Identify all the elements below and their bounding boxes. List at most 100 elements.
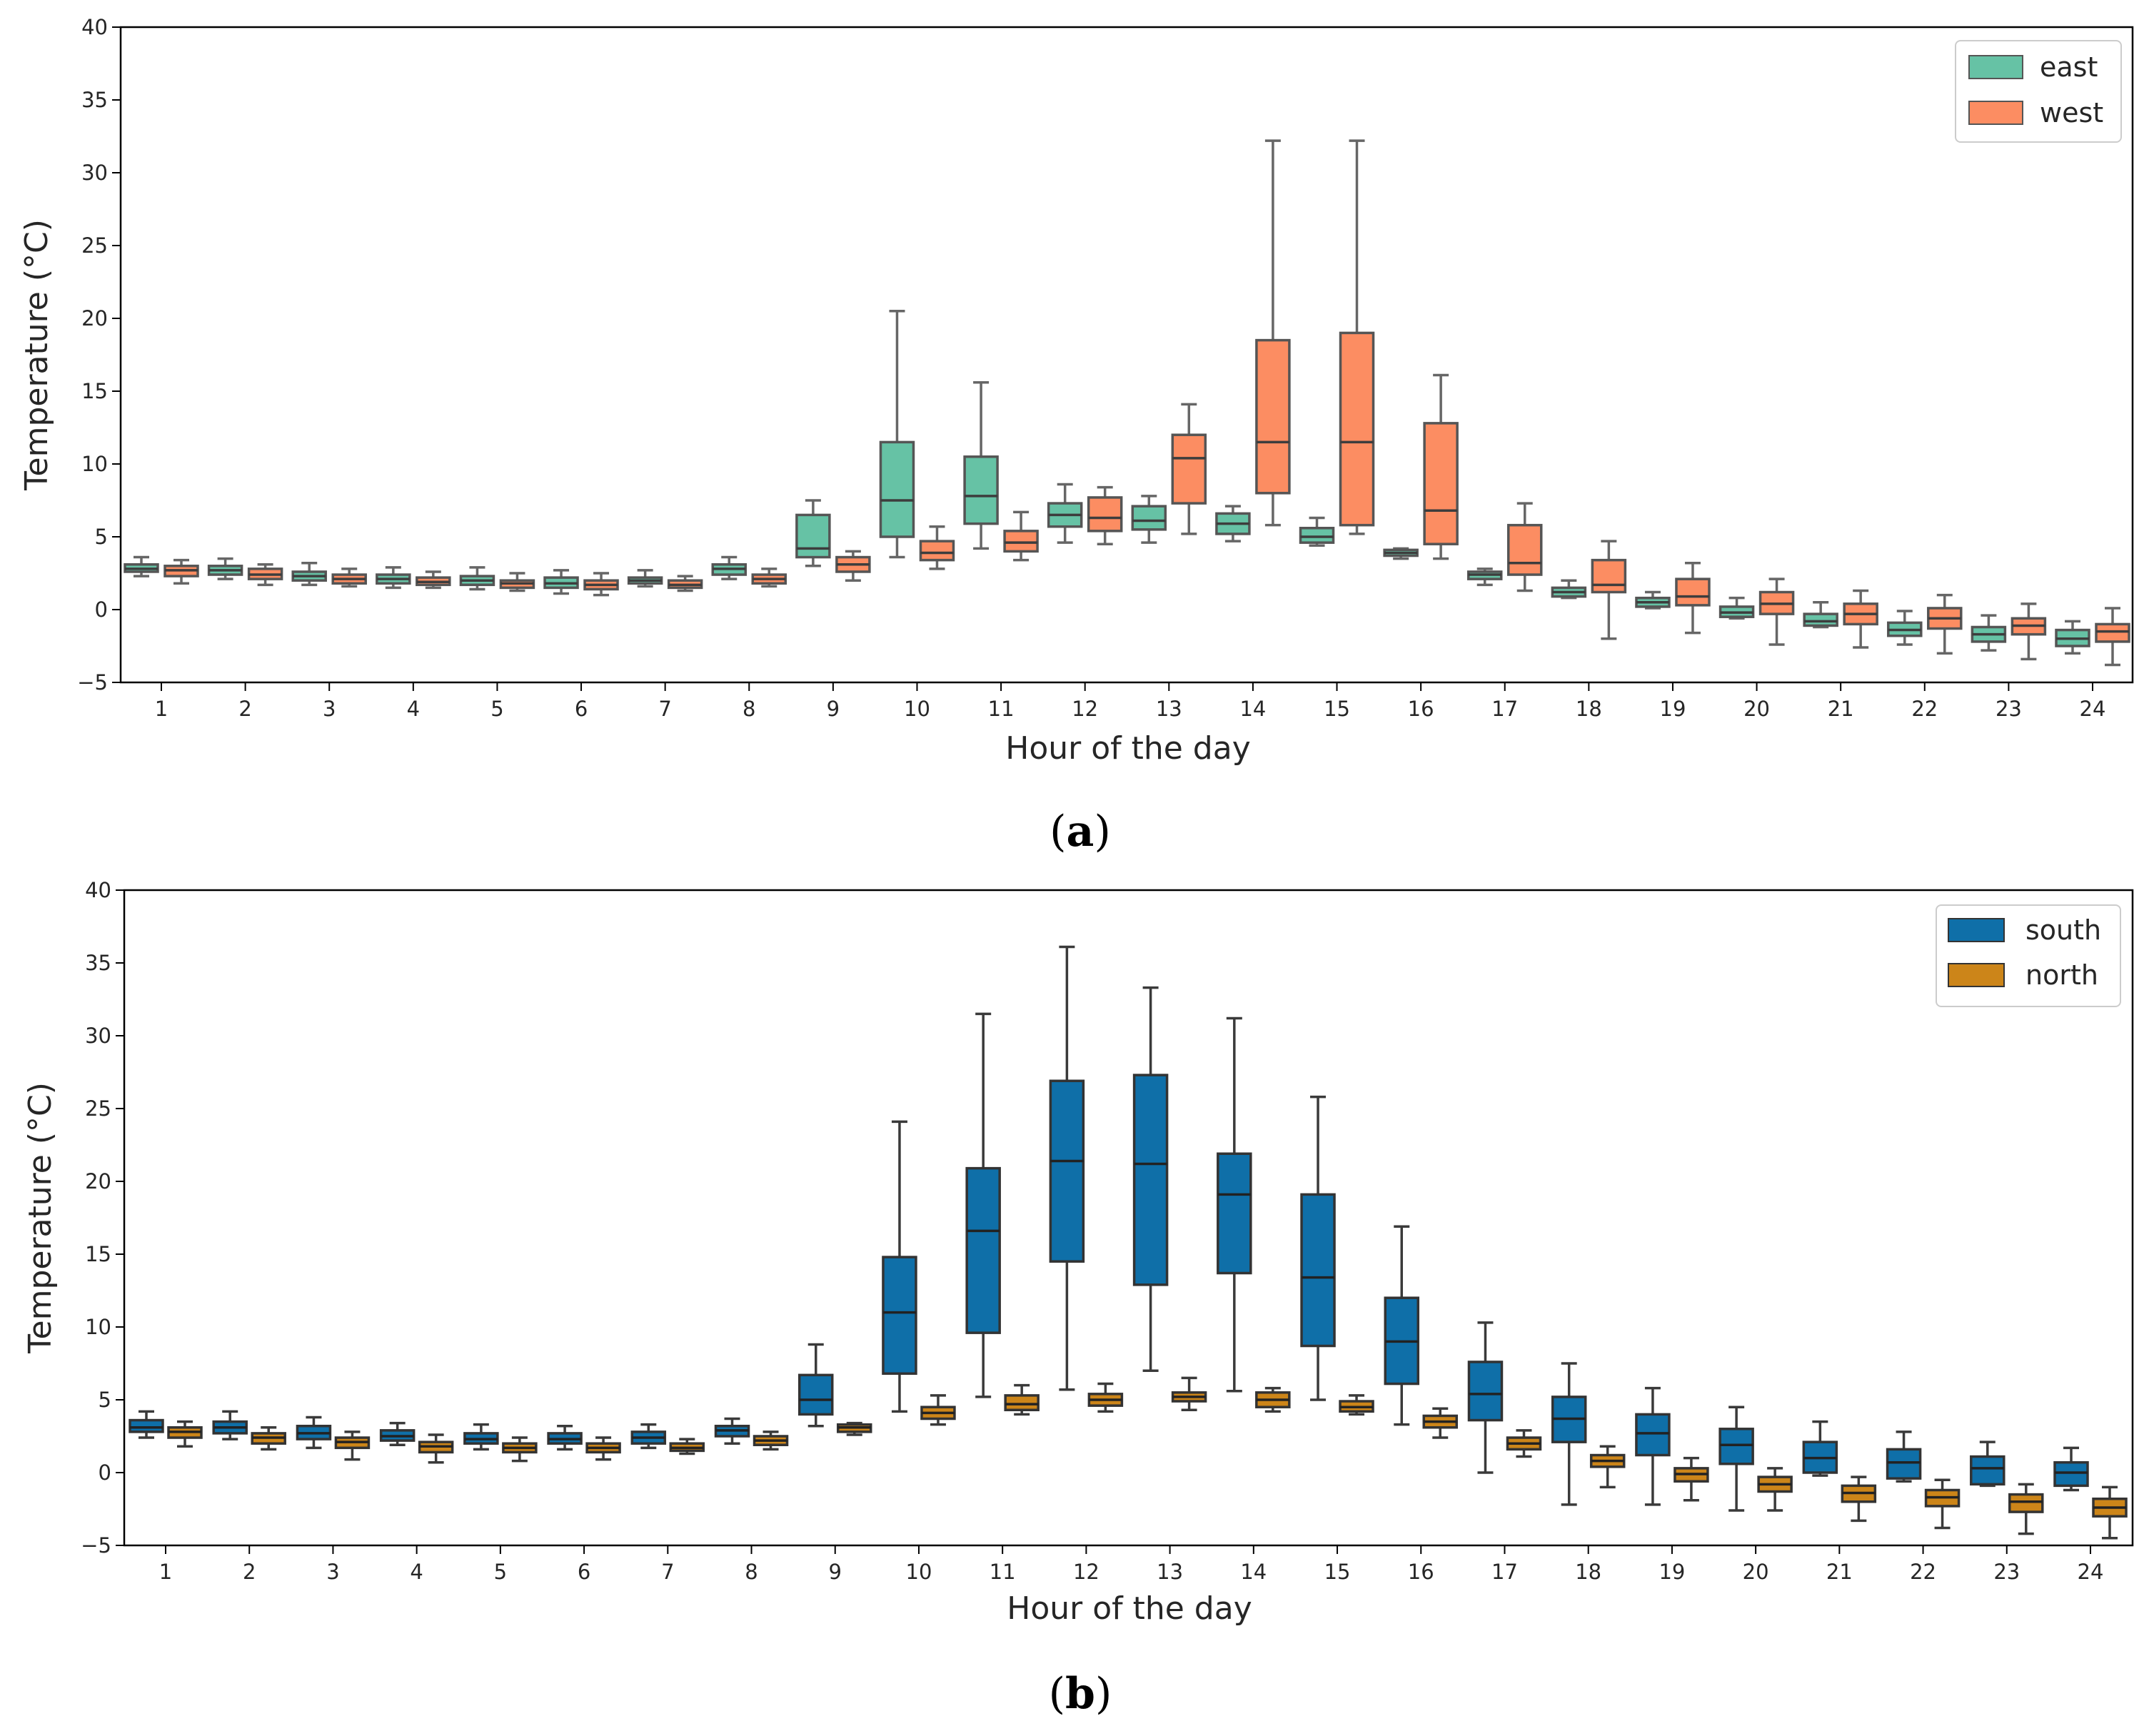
legend-label-east: east: [2040, 51, 2098, 83]
x-tick-label: 15: [1324, 1560, 1351, 1584]
box-west-4: [416, 570, 451, 590]
x-tick-label: 21: [1826, 1560, 1853, 1584]
x-tick-label: 3: [323, 697, 336, 721]
box-iqr: [1131, 505, 1167, 531]
x-tick-label: 13: [1157, 1560, 1183, 1584]
box-iqr: [1675, 577, 1711, 607]
box-iqr: [1132, 1074, 1169, 1286]
x-axis-label-a: Hour of the day: [1005, 730, 1251, 767]
x-tick-label: 11: [990, 1560, 1016, 1584]
box-south-6: [547, 1424, 583, 1451]
box-iqr: [1467, 1361, 1504, 1422]
x-tick-label: 1: [155, 697, 168, 721]
box-south-17: [1467, 1321, 1504, 1474]
legend-swatch-east: [1968, 55, 2023, 79]
y-tick-label: 20: [85, 1169, 111, 1194]
box-west-10: [919, 525, 955, 570]
box-west-24: [2095, 607, 2130, 667]
box-east-23: [1971, 614, 2007, 652]
box-west-15: [1339, 139, 1375, 535]
y-axis-label-b: Temperature (°C): [22, 1082, 59, 1354]
box-iqr: [1087, 496, 1123, 533]
y-tick-label: −5: [81, 1533, 111, 1558]
y-tick-label: 40: [85, 878, 111, 902]
x-tick-label: 20: [1743, 697, 1770, 721]
box-iqr: [1049, 1079, 1085, 1263]
box-west-21: [1843, 589, 1878, 649]
x-tick-label: 1: [159, 1560, 172, 1584]
x-tick-label: 12: [1072, 697, 1098, 721]
box-iqr: [1004, 1394, 1040, 1412]
box-west-22: [1927, 593, 1963, 655]
box-east-5: [459, 566, 495, 591]
box-west-17: [1506, 502, 1543, 592]
box-east-3: [291, 561, 327, 587]
box-iqr: [1299, 527, 1335, 544]
box-east-11: [963, 381, 999, 550]
box-south-18: [1551, 1362, 1587, 1506]
y-tick-label: 35: [85, 951, 111, 975]
box-south-22: [1886, 1430, 1922, 1483]
x-tick-label: 10: [904, 697, 930, 721]
box-north-16: [1422, 1407, 1459, 1439]
box-south-14: [1217, 1016, 1252, 1393]
x-tick-label: 13: [1156, 697, 1182, 721]
box-iqr: [882, 1256, 917, 1376]
y-tick-label: 25: [85, 1096, 111, 1121]
box-south-24: [2053, 1446, 2089, 1492]
box-south-2: [212, 1410, 248, 1440]
box-south-23: [1970, 1440, 2005, 1488]
box-west-23: [2010, 602, 2047, 661]
box-iqr: [1300, 1193, 1336, 1348]
y-tick-label: 5: [99, 1388, 111, 1412]
box-south-8: [714, 1417, 750, 1445]
legend-label-south: south: [2025, 914, 2101, 946]
box-iqr: [1886, 1448, 1922, 1480]
x-tick-label: 7: [658, 697, 671, 721]
box-iqr: [1003, 530, 1039, 553]
x-tick-label: 10: [906, 1560, 932, 1584]
box-north-3: [334, 1430, 371, 1461]
box-east-19: [1635, 590, 1671, 610]
box-north-21: [1841, 1475, 1877, 1523]
box-iqr: [1339, 331, 1375, 527]
box-south-3: [296, 1415, 332, 1450]
box-north-7: [669, 1438, 705, 1455]
legend-b: south north: [1936, 904, 2121, 1007]
y-tick-label: 15: [81, 379, 108, 403]
x-tick-label: 12: [1073, 1560, 1099, 1584]
x-tick-label: 5: [490, 697, 503, 721]
box-iqr: [1506, 523, 1543, 576]
box-west-13: [1171, 403, 1207, 535]
box-east-16: [1383, 547, 1419, 560]
box-iqr: [1591, 558, 1627, 594]
box-west-6: [583, 572, 619, 597]
box-east-10: [879, 310, 915, 559]
x-tick-label: 4: [407, 697, 420, 721]
box-east-13: [1131, 495, 1167, 544]
y-tick-label: −5: [77, 670, 108, 695]
box-north-13: [1171, 1376, 1207, 1412]
box-east-1: [124, 555, 159, 577]
box-iqr: [1718, 1428, 1754, 1465]
x-tick-label: 7: [661, 1560, 674, 1584]
box-west-12: [1087, 485, 1123, 545]
box-east-15: [1299, 516, 1335, 547]
box-south-9: [797, 1343, 834, 1428]
y-axis-ticks-b: −5 0 5 10 15 20 25 30 35 40: [81, 878, 124, 1558]
box-iqr: [963, 455, 999, 525]
box-iqr: [1255, 338, 1291, 495]
plot-area-b: [123, 889, 2134, 1547]
y-axis-ticks-a: −5 0 5 10 15 20 25 30 35 40: [77, 15, 121, 695]
x-tick-label: 16: [1408, 697, 1434, 721]
box-south-5: [463, 1423, 499, 1451]
panel-label-b: (b): [1049, 1669, 1112, 1719]
box-west-1: [163, 558, 199, 585]
box-south-15: [1300, 1095, 1336, 1401]
box-east-14: [1215, 505, 1251, 542]
x-axis-label-b: Hour of the day: [1007, 1590, 1252, 1627]
y-tick-label: 40: [81, 15, 108, 39]
box-west-16: [1423, 373, 1459, 560]
